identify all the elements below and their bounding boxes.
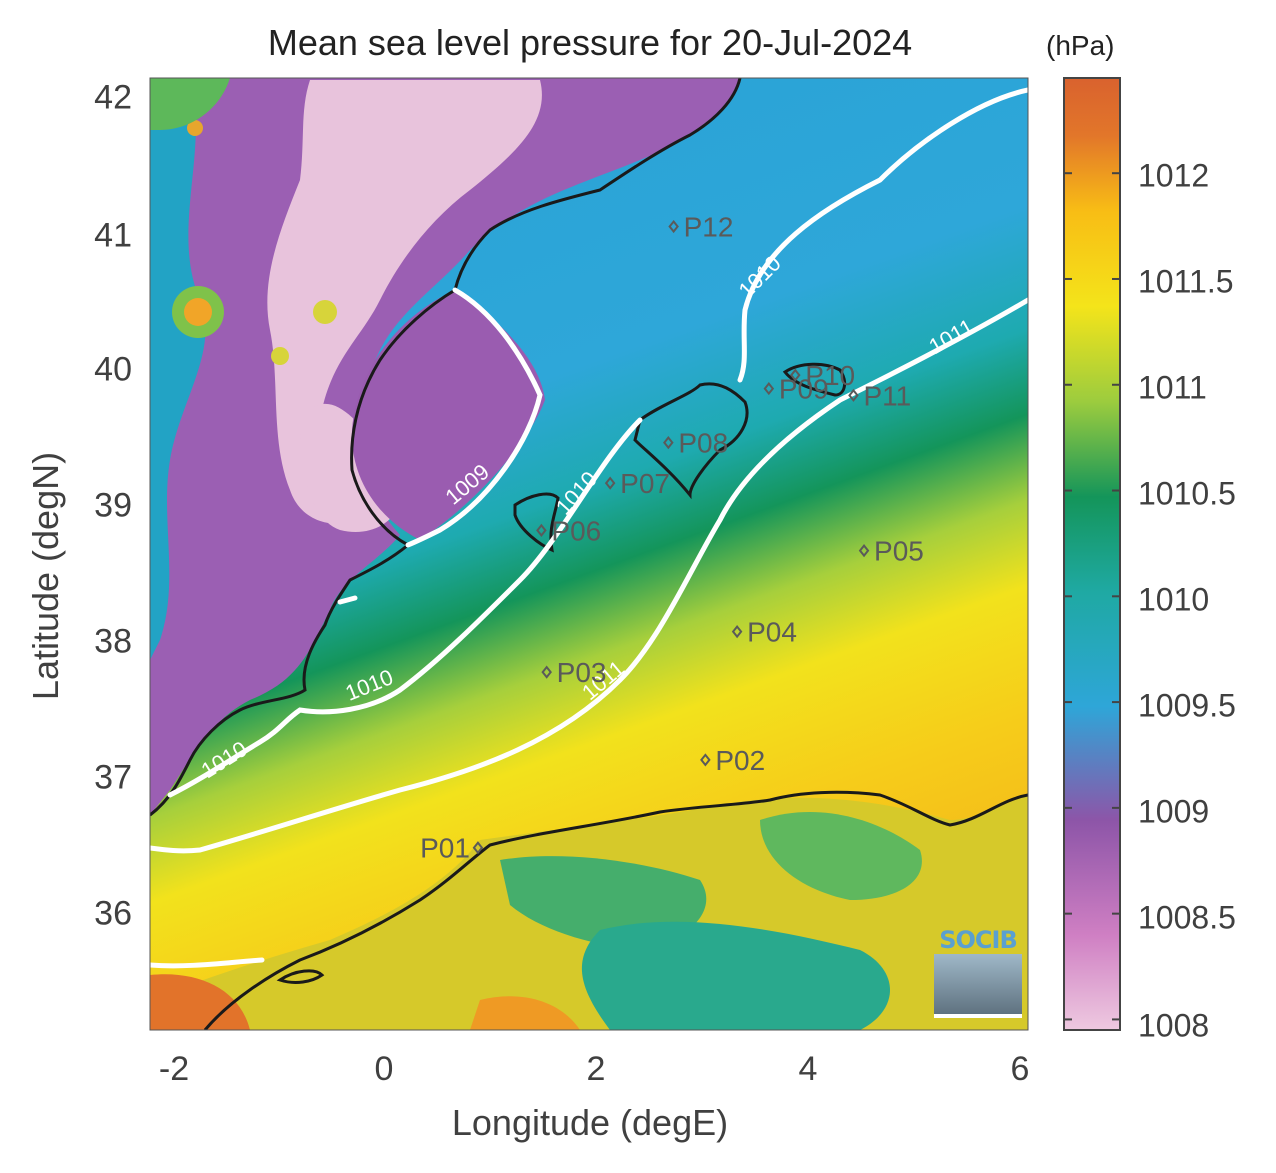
- coastlines: [150, 78, 1028, 1030]
- isobar-1011-south: [150, 957, 265, 969]
- y-tick-label: 37: [94, 758, 132, 797]
- inland-spot: [271, 347, 289, 365]
- colorbar-tick-label: 1011: [1138, 369, 1207, 406]
- map-title: Mean sea level pressure for 20-Jul-2024: [267, 22, 913, 63]
- pressure-field: [150, 78, 1028, 1030]
- y-tick-label: 42: [94, 78, 132, 117]
- station-label: P04: [747, 617, 797, 648]
- y-tick-label: 39: [94, 486, 132, 525]
- west-coast-strip: [150, 78, 206, 660]
- y-tick-label: 36: [94, 894, 132, 933]
- inland-spot: [313, 300, 337, 324]
- colorbar-tick-label: 1008: [1138, 1007, 1210, 1044]
- inland-spot-core: [184, 298, 212, 326]
- alboran-island-coast: [276, 969, 325, 984]
- colorbar-tick-label: 1009.5: [1138, 687, 1236, 724]
- colorbar-tick-label: 1012: [1138, 157, 1210, 194]
- station-label: P08: [678, 428, 728, 459]
- inland-spot: [150, 78, 230, 130]
- ibiza-coast: [513, 492, 560, 553]
- station-label: P05: [874, 536, 924, 567]
- station-label: P06: [551, 515, 601, 546]
- colorbar-tick-label: 1009: [1138, 793, 1210, 830]
- colorbar-tick-label: 1010: [1138, 581, 1210, 618]
- x-tick-label: 2: [586, 1050, 606, 1088]
- station-label: P03: [557, 657, 607, 688]
- station-label: P02: [715, 745, 765, 776]
- station-marker-icon: [789, 368, 801, 382]
- isobars: [150, 87, 1028, 969]
- plot-frame: [149, 77, 1029, 1031]
- menorca-coast: [782, 362, 847, 397]
- y-axis-label: Latitude (degN): [25, 451, 66, 701]
- iberia-low-core: [267, 80, 542, 524]
- africa-coastline: [203, 790, 1028, 1030]
- x-tick-label: 4: [798, 1050, 818, 1088]
- valencia-gulf-low: [351, 290, 545, 540]
- isobar-1010-mid: [167, 417, 643, 798]
- station-marker-icon: [604, 476, 616, 490]
- y-tick-label: 38: [94, 622, 132, 661]
- colorbar-tick-label: 1008.5: [1138, 899, 1236, 936]
- mallorca-coast: [633, 382, 749, 500]
- isobar-1011: [150, 297, 1028, 854]
- y-tick-label: 41: [94, 216, 132, 255]
- logo-text: SOCIB: [939, 926, 1018, 954]
- socib-logo: SOCIB: [932, 924, 1024, 1020]
- colorbar: [1063, 77, 1121, 1031]
- station-label: P11: [863, 380, 911, 411]
- logo-graphic: [934, 954, 1022, 1018]
- africa-orange-corner: [150, 974, 250, 1030]
- colorbar-tick-label: 1011.5: [1138, 263, 1234, 300]
- station-label: P09: [779, 374, 829, 405]
- x-axis-label: Longitude (degE): [451, 1102, 729, 1143]
- station-marker-icon: [668, 219, 679, 234]
- isobar-1009: [405, 287, 543, 548]
- station-marker-icon: [763, 381, 775, 396]
- x-tick-label: -2: [158, 1050, 190, 1088]
- colorbar-tick-label: 1010.5: [1138, 475, 1236, 512]
- station-marker-icon: [472, 841, 484, 855]
- station-label: P07: [620, 468, 670, 499]
- station-label: P10: [805, 360, 855, 391]
- atlas-green-3: [760, 811, 922, 900]
- station-label: P12: [684, 212, 734, 243]
- station-label: P01: [420, 833, 470, 864]
- station-marker-icon: [731, 625, 743, 639]
- inland-spot: [187, 120, 203, 136]
- station-marker-icon: [536, 523, 547, 537]
- station-marker-icon: [858, 544, 870, 558]
- iberia-coastline: [150, 78, 742, 817]
- station-marker-icon: [848, 388, 859, 402]
- y-tick-label: 40: [94, 350, 132, 389]
- x-tick-label: 6: [1010, 1050, 1030, 1088]
- isobar-1010-north: [737, 87, 1028, 383]
- station-marker-icon: [700, 753, 711, 767]
- isobar-1010-stub: [337, 595, 358, 605]
- station-marker-icon: [541, 665, 552, 679]
- colorbar-unit: (hPa): [1046, 30, 1115, 61]
- colorbar-ticks: [1064, 172, 1120, 1021]
- africa-orange-patch: [470, 996, 580, 1030]
- atlas-green-2: [581, 921, 890, 1030]
- station-marker-icon: [663, 435, 674, 450]
- x-tick-label: 0: [374, 1050, 394, 1088]
